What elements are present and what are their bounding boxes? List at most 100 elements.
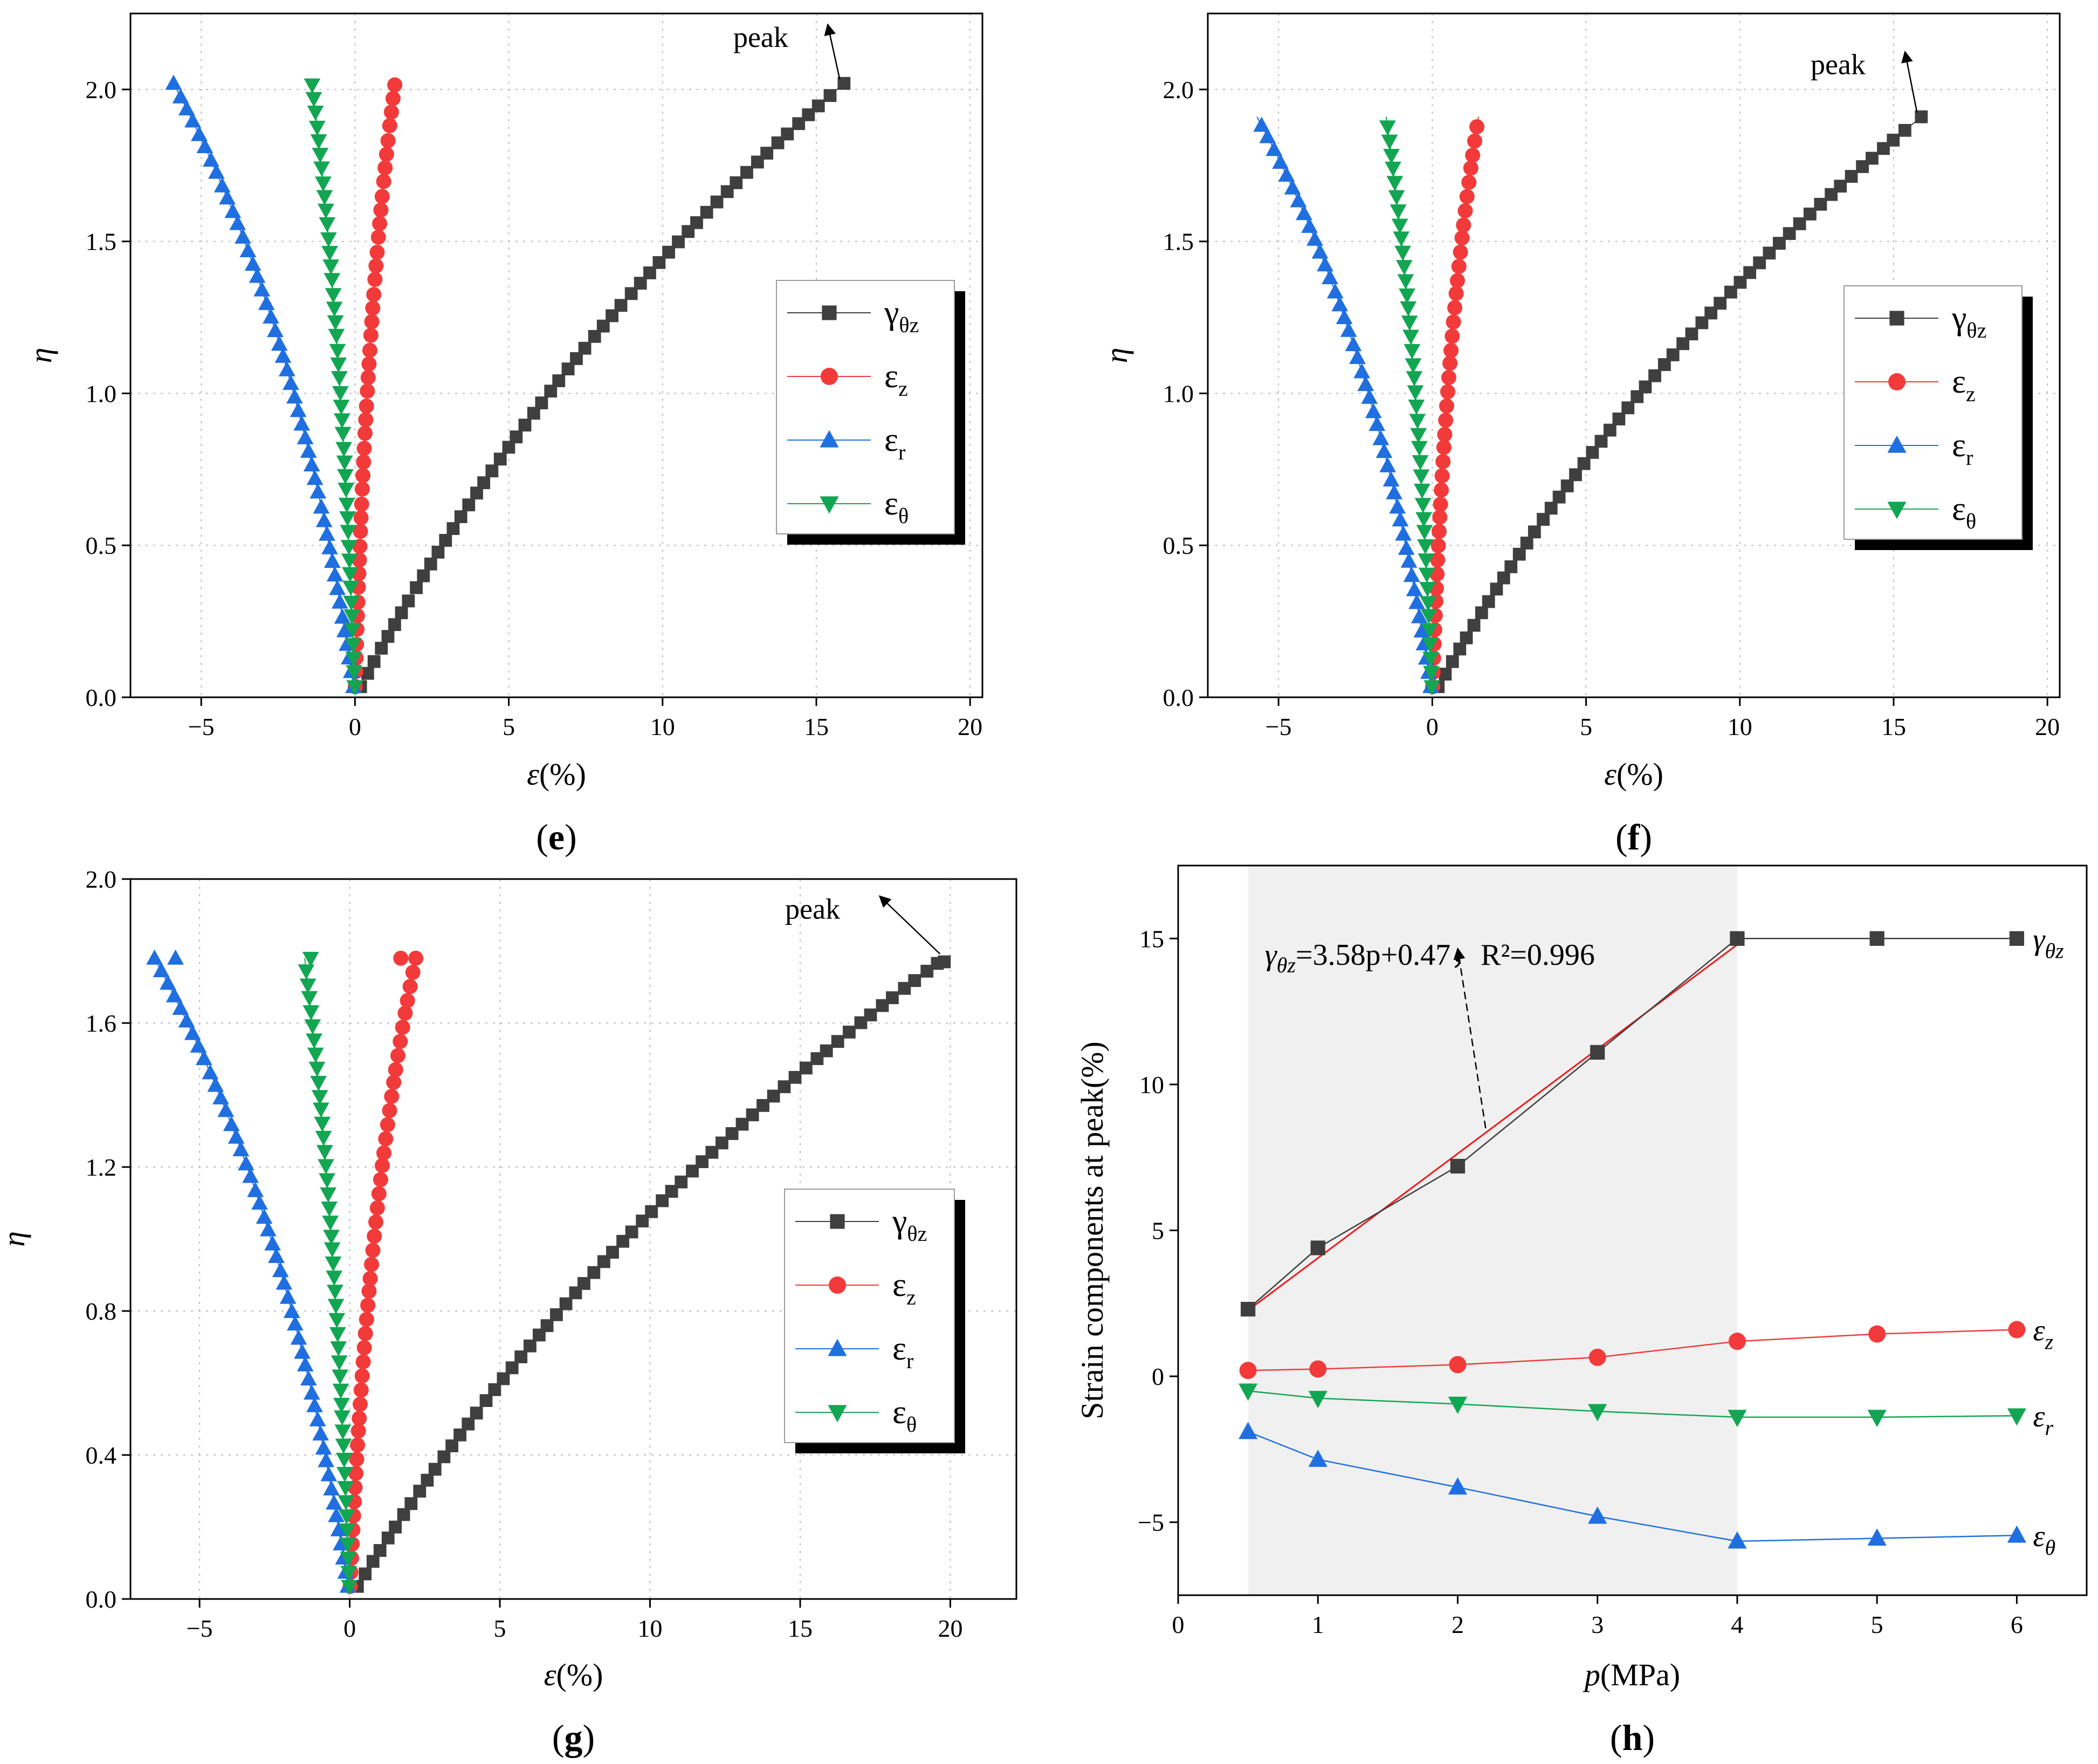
data-point xyxy=(1418,567,1435,583)
data-point xyxy=(725,1127,739,1140)
data-point xyxy=(493,452,507,466)
data-point xyxy=(314,176,332,192)
data-point xyxy=(321,539,338,554)
data-point xyxy=(938,955,951,969)
data-point xyxy=(1586,446,1599,459)
data-point xyxy=(379,147,394,162)
y-axis-title: η xyxy=(1099,348,1134,363)
data-point xyxy=(1814,197,1827,211)
data-point xyxy=(1915,110,1928,123)
legend-box xyxy=(784,1189,955,1443)
data-point xyxy=(1430,552,1446,568)
data-point xyxy=(756,1099,769,1112)
data-point xyxy=(315,512,333,527)
data-point xyxy=(1441,370,1457,386)
data-point xyxy=(366,1555,380,1568)
data-point xyxy=(267,322,284,338)
data-point xyxy=(1724,285,1737,299)
data-point xyxy=(696,1155,709,1169)
data-point xyxy=(1446,655,1459,668)
data-point xyxy=(1451,258,1467,274)
data-point xyxy=(1284,179,1301,195)
data-point xyxy=(334,413,350,429)
data-point xyxy=(1588,1506,1607,1524)
data-point xyxy=(1404,344,1421,359)
data-point xyxy=(1406,371,1423,387)
data-point xyxy=(354,1368,370,1384)
data-point xyxy=(485,464,499,478)
data-point xyxy=(1504,560,1518,573)
data-point xyxy=(256,1209,273,1224)
data-point xyxy=(328,1507,345,1522)
data-point xyxy=(321,245,338,261)
data-point xyxy=(1394,245,1411,261)
data-point xyxy=(1239,1362,1257,1379)
series-layer xyxy=(165,74,851,696)
data-point xyxy=(1753,256,1766,270)
data-point xyxy=(1449,273,1465,289)
data-point xyxy=(375,642,388,655)
y-tick-label: 2.0 xyxy=(86,866,117,893)
data-point xyxy=(1497,571,1510,585)
data-point xyxy=(1407,385,1424,401)
data-point xyxy=(462,1417,475,1431)
data-point xyxy=(1459,189,1475,204)
data-point xyxy=(524,1339,536,1353)
data-point xyxy=(1272,154,1289,169)
data-point xyxy=(1421,637,1439,653)
data-point xyxy=(214,177,231,193)
data-point xyxy=(224,203,242,218)
data-point xyxy=(1412,455,1429,470)
data-point xyxy=(1301,217,1318,233)
data-point xyxy=(1381,134,1398,150)
y-tick-label: 0 xyxy=(1152,1363,1164,1390)
data-point xyxy=(1685,327,1698,341)
data-point xyxy=(260,1221,277,1237)
data-point xyxy=(283,1302,300,1318)
data-point xyxy=(380,1117,395,1132)
data-point xyxy=(1743,266,1757,279)
data-point xyxy=(1469,119,1485,135)
data-point xyxy=(300,442,317,458)
data-point xyxy=(1331,296,1349,312)
y-tick-label: −5 xyxy=(1138,1509,1164,1536)
data-point xyxy=(172,88,189,104)
data-point xyxy=(1594,435,1608,448)
data-point xyxy=(431,546,445,559)
data-point xyxy=(1448,286,1464,301)
data-point xyxy=(1391,218,1408,234)
data-point xyxy=(735,1117,749,1131)
data-point xyxy=(239,242,257,257)
data-point xyxy=(330,1341,347,1357)
data-point xyxy=(453,1428,467,1442)
data-point xyxy=(302,1005,320,1020)
data-point xyxy=(1528,525,1541,539)
data-point xyxy=(746,1108,759,1122)
data-point xyxy=(1443,342,1459,358)
data-point xyxy=(424,557,437,571)
data-point xyxy=(820,1044,833,1058)
data-point xyxy=(293,415,311,431)
data-point xyxy=(1537,513,1550,526)
data-point xyxy=(1349,348,1366,364)
data-point xyxy=(329,1327,346,1342)
data-point xyxy=(1450,1158,1466,1174)
data-point xyxy=(323,1480,340,1495)
data-point xyxy=(624,287,638,300)
data-point xyxy=(308,120,326,136)
data-point xyxy=(1418,553,1435,569)
y-tick-label: 10 xyxy=(1139,1071,1164,1099)
data-point xyxy=(1439,398,1455,414)
data-point xyxy=(330,1521,347,1536)
data-point xyxy=(340,525,357,540)
data-point xyxy=(1867,1528,1887,1546)
peak-annotation: peak xyxy=(785,893,941,955)
data-point xyxy=(1728,1410,1747,1427)
x-tick-label: 20 xyxy=(938,1615,962,1642)
legend-marker xyxy=(830,1214,845,1229)
data-point xyxy=(279,1288,297,1304)
legend-item-label: εz xyxy=(892,1267,916,1309)
data-point xyxy=(310,134,327,149)
data-point xyxy=(559,1297,573,1310)
data-point xyxy=(223,1116,240,1131)
